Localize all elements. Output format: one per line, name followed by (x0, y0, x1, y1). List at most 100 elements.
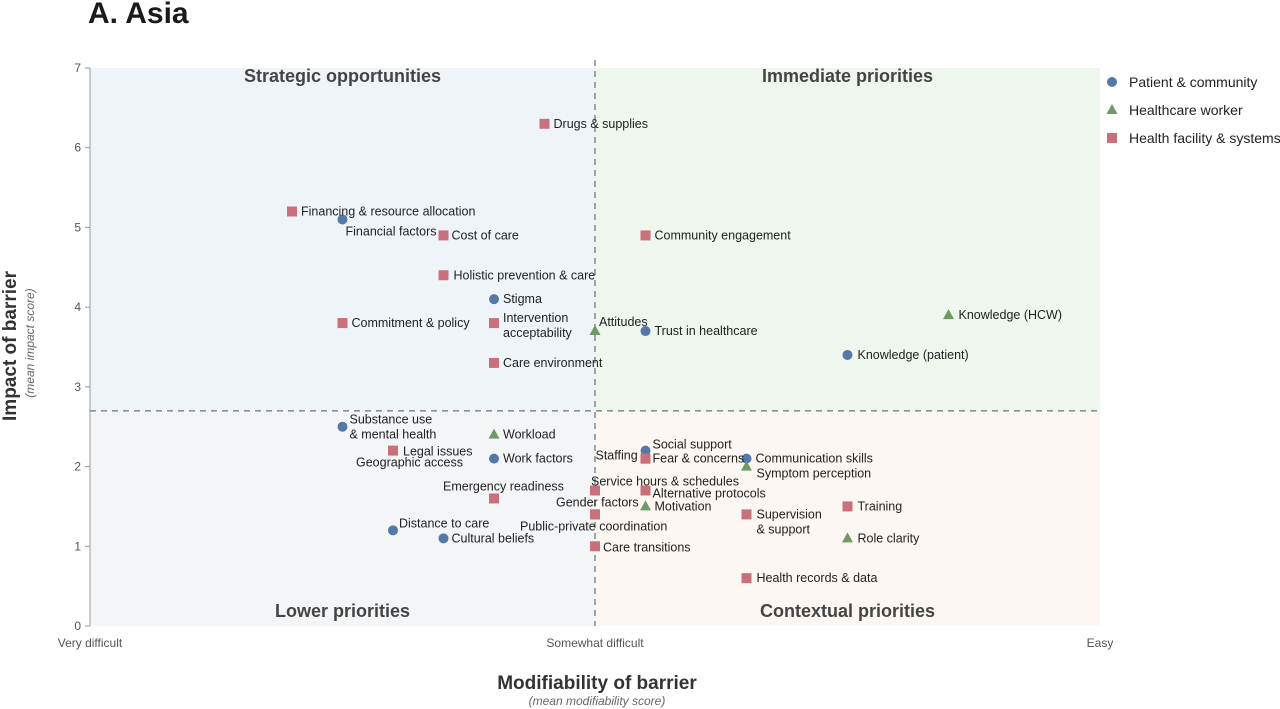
quadrant-title-top-right: Immediate priorities (762, 66, 933, 86)
point-label-gender-factors: Gender factors (556, 495, 639, 509)
point-role-clarity (842, 532, 853, 543)
point-label-work-factors: Work factors (503, 452, 573, 466)
point-label-line: & mental health (350, 428, 437, 442)
point-alternative-protocols (640, 485, 651, 496)
point-health-records-data (741, 573, 752, 584)
point-label-service-hours-schedules: Service hours & schedules (591, 474, 739, 488)
point-label-line: Intervention (503, 311, 568, 325)
x-tick-label-easy: Easy (1087, 636, 1114, 650)
point-work-factors (489, 453, 499, 464)
point-stigma (489, 294, 499, 305)
legend: Patient & community Healthcare worker Heal… (1106, 74, 1280, 146)
quadrant-title-top-left: Strategic opportunities (244, 66, 441, 86)
axes: 0 1 2 3 4 5 6 7 Very difficult Somewhat difficult… (58, 61, 1114, 650)
point-label-care-transitions: Care transitions (603, 540, 691, 554)
point-trust-in-healthcare (640, 326, 651, 337)
point-label-staffing: Staffing (596, 449, 638, 463)
point-label-line: Substance use (350, 413, 433, 427)
point-label-public-private-coordination: Public-private coordination (520, 519, 667, 533)
point-label-line: & support (757, 522, 811, 536)
legend-marker-healthcare-worker (1106, 104, 1118, 114)
point-public-private-coordination (590, 509, 600, 520)
point-label-financial-factors: Financial factors (346, 224, 437, 238)
point-holistic-prevention-care (438, 270, 449, 281)
point-label-geographic-access: Geographic access (356, 456, 463, 470)
quadrant-titles: Strategic opportunities Immediate priorit… (244, 66, 935, 621)
legend-label-healthcare-worker: Healthcare worker (1129, 102, 1243, 118)
point-label-workload: Workload (503, 428, 556, 442)
point-label-motivation: Motivation (655, 499, 712, 513)
quadrant-top-left (90, 68, 595, 411)
point-intervention-acceptability (489, 318, 499, 329)
y-tick-label-2: 2 (74, 460, 81, 474)
quadrant-bottom-right (595, 410, 1100, 626)
point-label-alternative-protocols: Alternative protocols (653, 486, 766, 500)
point-social-support (640, 445, 651, 456)
point-label-health-records-data: Health records & data (757, 571, 878, 585)
point-label-training: Training (858, 499, 903, 513)
point-label-knowledge-patient: Knowledge (patient) (858, 348, 969, 362)
point-label-legal-issues: Legal issues (403, 445, 473, 459)
data-points (287, 118, 954, 584)
point-label-stigma: Stigma (503, 292, 542, 306)
point-label-community-engagement: Community engagement (655, 228, 792, 242)
point-motivation (640, 500, 651, 511)
point-label-holistic-prevention-care: Holistic prevention & care (454, 268, 596, 282)
x-axis-title: Modifiability of barrier (497, 673, 697, 694)
y-tick-label-6: 6 (74, 141, 81, 155)
point-label-knowledge-hcw: Knowledge (HCW) (959, 308, 1063, 322)
point-workload (488, 428, 500, 439)
point-financial-factors (337, 214, 348, 225)
point-emergency-readiness (489, 493, 499, 504)
point-substance-use-mental-health (337, 421, 348, 432)
point-label-distance-to-care: Distance to care (399, 516, 489, 530)
quadrant-backgrounds (90, 68, 1100, 626)
quadrant-title-bottom-left: Lower priorities (275, 601, 410, 621)
y-tick-label-3: 3 (74, 380, 81, 394)
point-label-cost-of-care: Cost of care (452, 228, 519, 242)
point-label-social-support: Social support (653, 438, 733, 452)
point-supervision-support (741, 509, 752, 520)
point-label-financing-resource-allocation: Financing & resource allocation (301, 204, 475, 218)
point-label-role-clarity: Role clarity (858, 531, 921, 545)
chart-title: A. Asia (88, 0, 189, 30)
point-communication-skills (741, 453, 752, 464)
x-axis-subtitle: (mean modifiability score) (529, 694, 666, 708)
point-symptom-perception (741, 460, 752, 471)
point-financing-resource-allocation (287, 206, 297, 217)
point-label-line: Supervision (757, 507, 822, 521)
point-cultural-beliefs (438, 533, 449, 544)
y-axis-title: Impact of barrier (0, 270, 21, 421)
point-label-communication-skills: Communication skills (756, 452, 873, 466)
threshold-lines (90, 60, 1100, 626)
legend-label-patient-community: Patient & community (1129, 74, 1257, 90)
y-axis-subtitle: (mean impact score) (23, 288, 37, 397)
point-label-cultural-beliefs: Cultural beliefs (452, 531, 535, 545)
quadrant-bottom-left (90, 410, 595, 626)
point-label-commitment-policy: Commitment & policy (352, 316, 471, 330)
point-label-line: acceptability (503, 326, 573, 340)
point-fear-concerns (640, 453, 651, 464)
point-knowledge-hcw (943, 309, 954, 320)
y-tick-label-7: 7 (74, 61, 81, 75)
point-care-environment (489, 357, 499, 368)
point-label-emergency-readiness: Emergency readiness (443, 479, 564, 493)
y-tick-label-0: 0 (74, 619, 81, 633)
legend-label-health-facility-systems: Health facility & systems (1129, 130, 1280, 146)
point-label-trust-in-healthcare: Trust in healthcare (655, 324, 758, 338)
point-care-transitions (590, 541, 600, 552)
point-label-symptom-perception: Symptom perception (757, 467, 872, 481)
x-tick-label-very-difficult: Very difficult (58, 636, 123, 650)
y-tick-label-5: 5 (74, 220, 81, 234)
y-tick-label-4: 4 (74, 300, 81, 314)
legend-marker-patient-community (1107, 77, 1117, 87)
point-community-engagement (640, 230, 651, 241)
point-label-care-environment: Care environment (503, 356, 603, 370)
point-service-hours-schedules (590, 485, 600, 496)
point-cost-of-care (438, 230, 449, 241)
point-knowledge-patient (842, 349, 853, 360)
point-attitudes (589, 325, 601, 336)
point-labels: Financial factors Stigma Trust in healthca… (301, 117, 1062, 585)
point-label-intervention-acceptability: Intervention acceptability (503, 311, 573, 340)
